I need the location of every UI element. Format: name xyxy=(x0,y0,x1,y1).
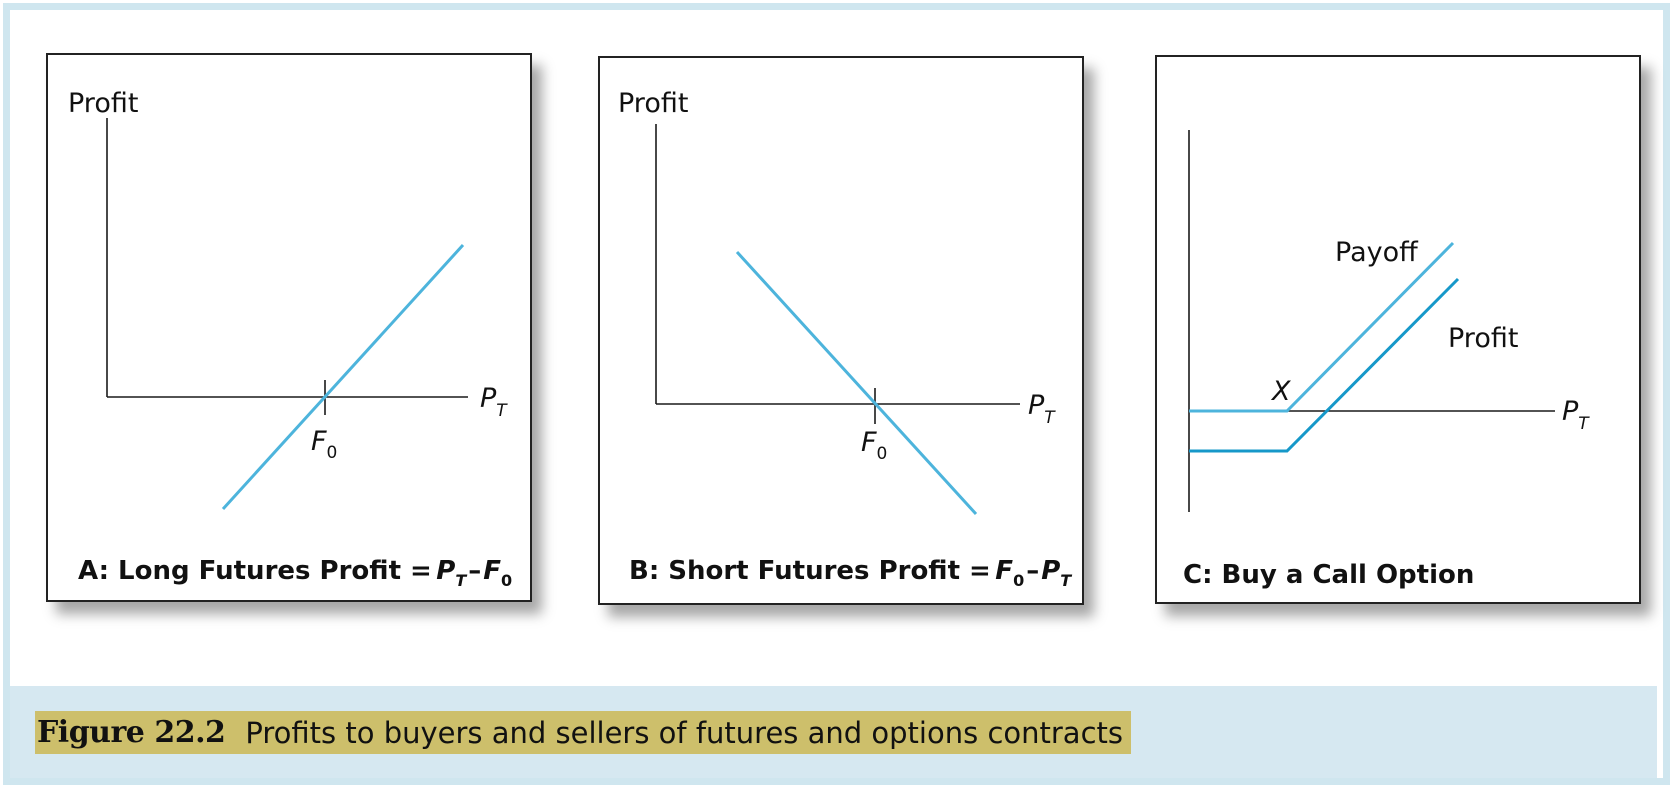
caption-text: Profits to buyers and sellers of futures… xyxy=(245,715,1123,750)
x-axis-label: PT xyxy=(1562,396,1590,434)
figure-number: Figure 22.2 xyxy=(37,715,226,750)
profit-label: Profit xyxy=(1448,323,1518,354)
figure-caption: Figure 22.2 Profits to buyers and seller… xyxy=(35,711,1131,754)
panel-short-futures: Profit PT F0 B: Short Futures Profit = F… xyxy=(598,56,1084,605)
x-axis-label: PT xyxy=(480,383,508,421)
x-axis-label: PT xyxy=(1028,390,1056,428)
panel-call-option: X Payoff Profit PT C: Buy a Call Option xyxy=(1155,55,1641,604)
panel-title: A: Long Futures Profit = PT–F0 xyxy=(78,556,512,590)
panel-b-diagram: Profit PT F0 B: Short Futures Profit = F… xyxy=(618,88,1072,590)
long-profit-line xyxy=(221,243,465,511)
panel-a-diagram: Profit PT F0 A: Long Futures Profit = PT… xyxy=(68,88,512,590)
panel-title: B: Short Futures Profit = F0–PT xyxy=(629,556,1072,590)
panel-long-futures: Profit PT F0 A: Long Futures Profit = PT… xyxy=(46,53,532,602)
short-profit-line xyxy=(735,250,978,516)
tick-label-f0: F0 xyxy=(861,427,887,464)
payoff-line xyxy=(1189,241,1455,413)
tick-label-f0: F0 xyxy=(311,426,337,463)
y-axis-label: Profit xyxy=(68,88,138,119)
y-axis-label: Profit xyxy=(618,88,688,119)
profit-line xyxy=(1189,277,1460,453)
payoff-label: Payoff xyxy=(1335,237,1419,268)
panel-title: C: Buy a Call Option xyxy=(1183,560,1474,590)
panel-c-diagram: X Payoff Profit PT C: Buy a Call Option xyxy=(1183,130,1590,590)
strike-label: X xyxy=(1270,376,1291,407)
